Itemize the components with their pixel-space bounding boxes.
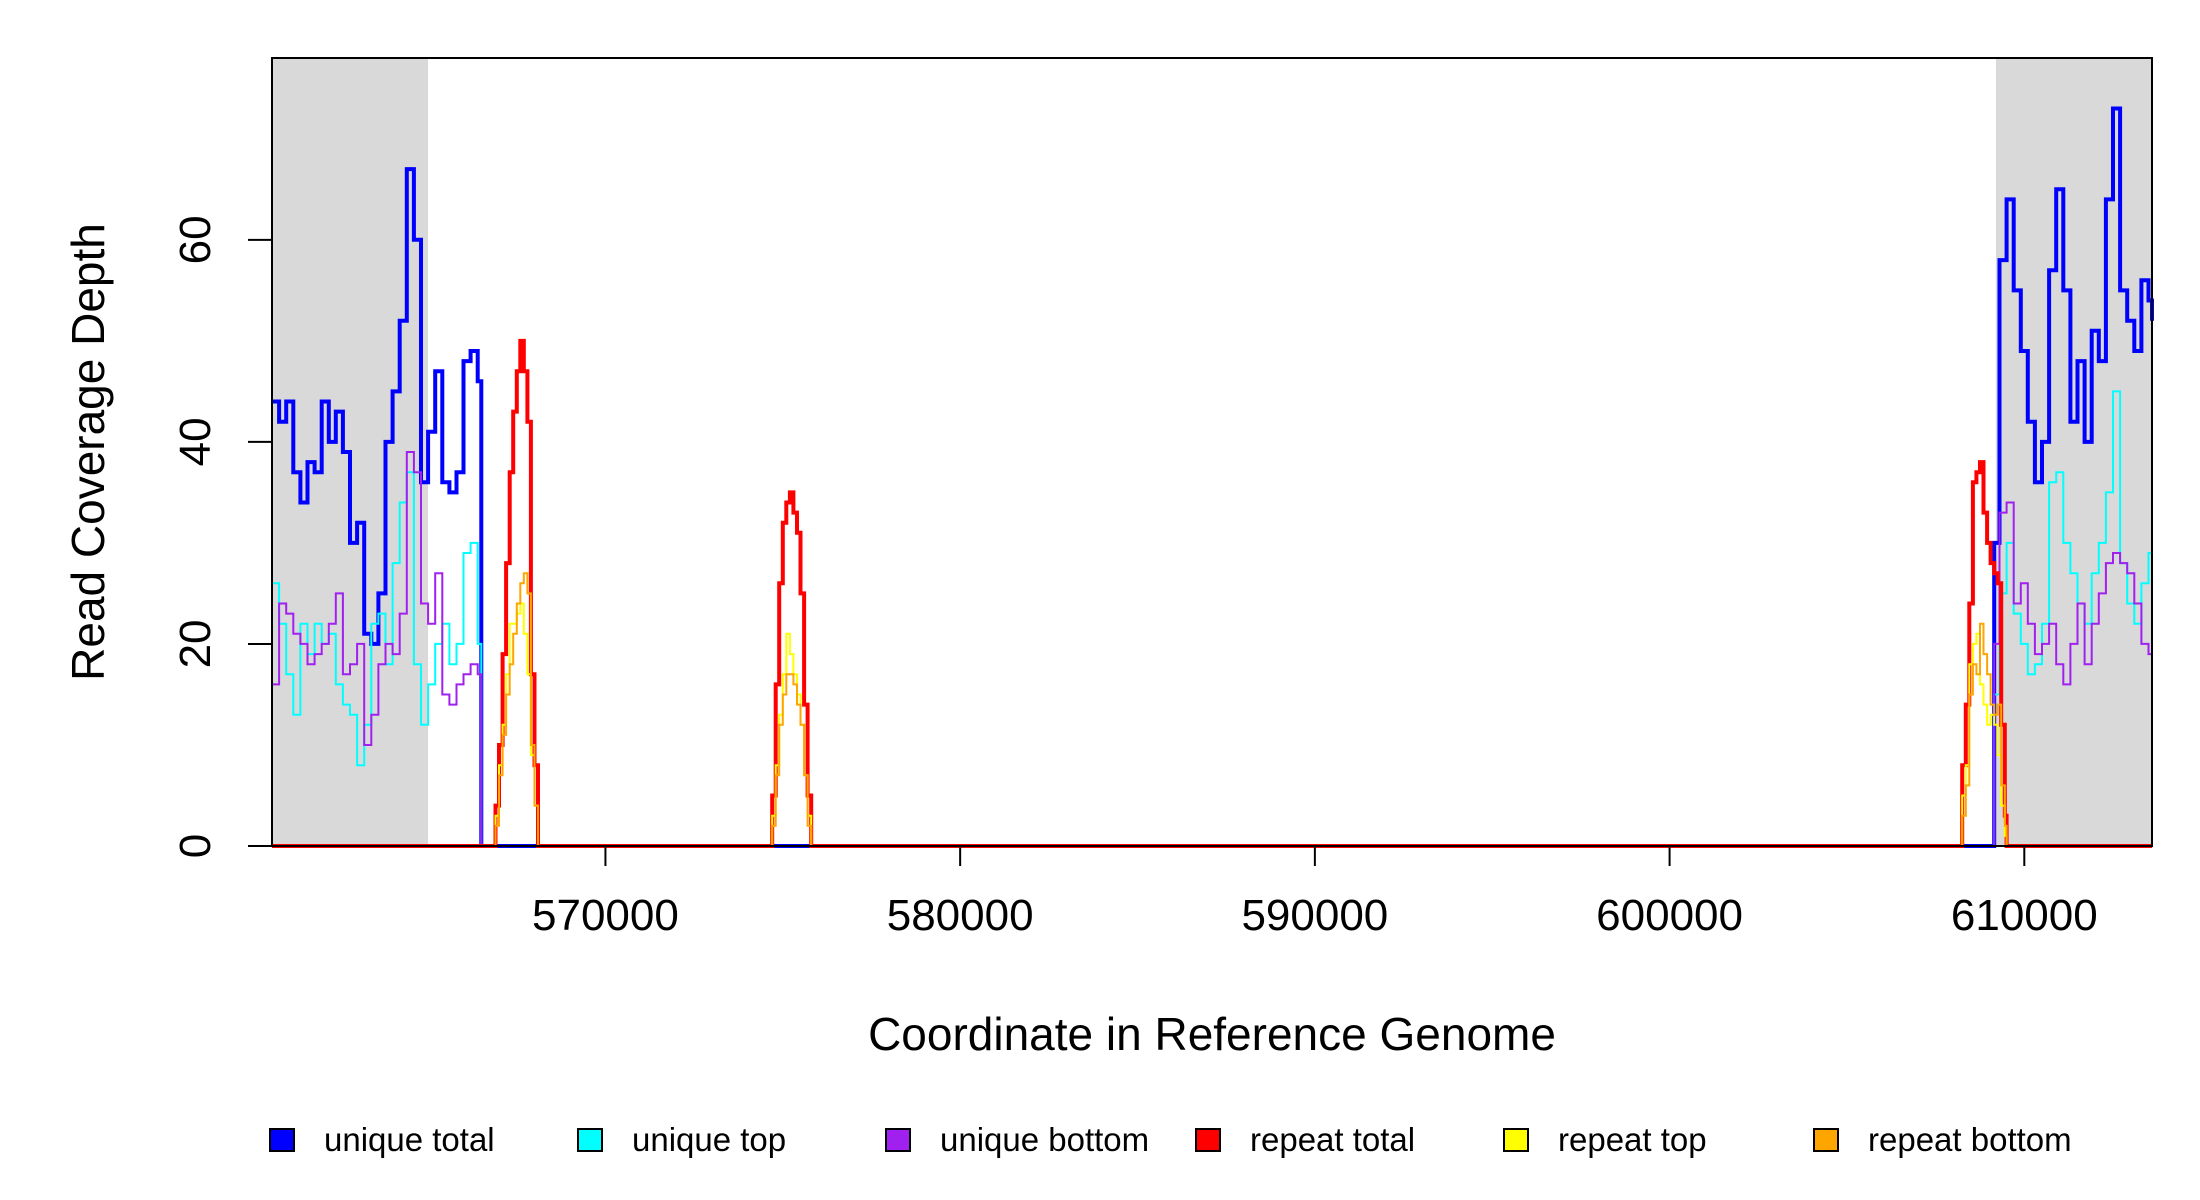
series-line-repeat-total xyxy=(272,338,2152,848)
series-lines xyxy=(272,106,2154,848)
x-tick-label: 590000 xyxy=(1241,891,1388,940)
legend-label-unique-bottom: unique bottom xyxy=(940,1121,1149,1158)
y-tick-label: 0 xyxy=(171,834,220,858)
x-tick-label: 610000 xyxy=(1951,891,2098,940)
y-tick-label: 40 xyxy=(171,417,220,466)
x-tick-label: 570000 xyxy=(532,891,679,940)
series-line-repeat-top xyxy=(272,602,2152,847)
legend-label-repeat-total: repeat total xyxy=(1250,1121,1415,1158)
shaded-regions xyxy=(272,58,2152,846)
series-line-unique-bottom xyxy=(272,451,2153,847)
legend: unique total unique top unique bottom repea… xyxy=(269,1121,2072,1158)
series-line-unique-top xyxy=(272,390,2153,847)
series-line-repeat-bottom xyxy=(272,572,2152,847)
x-axis-title: Coordinate in Reference Genome xyxy=(868,1008,1556,1060)
legend-label-unique-total: unique total xyxy=(324,1121,495,1158)
legend-swatch-unique-bottom xyxy=(885,1128,911,1152)
legend-swatch-repeat-total xyxy=(1195,1128,1221,1152)
legend-swatch-repeat-top xyxy=(1503,1128,1529,1152)
axes: 570000 580000 590000 600000 610000 0 20 40 60 xyxy=(171,215,2098,940)
legend-swatch-unique-top xyxy=(577,1128,603,1152)
y-axis-title: Read Coverage Depth xyxy=(62,223,114,681)
legend-label-repeat-bottom: repeat bottom xyxy=(1868,1121,2072,1158)
y-tick-label: 20 xyxy=(171,619,220,668)
x-tick-label: 600000 xyxy=(1596,891,1743,940)
plot-area-border xyxy=(271,57,2153,847)
legend-swatch-repeat-bottom xyxy=(1813,1128,1839,1152)
y-tick-label: 60 xyxy=(171,215,220,264)
shaded-region-2 xyxy=(1995,58,2152,846)
x-tick-label: 580000 xyxy=(887,891,1034,940)
legend-label-repeat-top: repeat top xyxy=(1558,1121,1707,1158)
legend-swatch-unique-total xyxy=(269,1128,295,1152)
legend-label-unique-top: unique top xyxy=(632,1121,786,1158)
series-line-unique-total xyxy=(272,106,2154,848)
